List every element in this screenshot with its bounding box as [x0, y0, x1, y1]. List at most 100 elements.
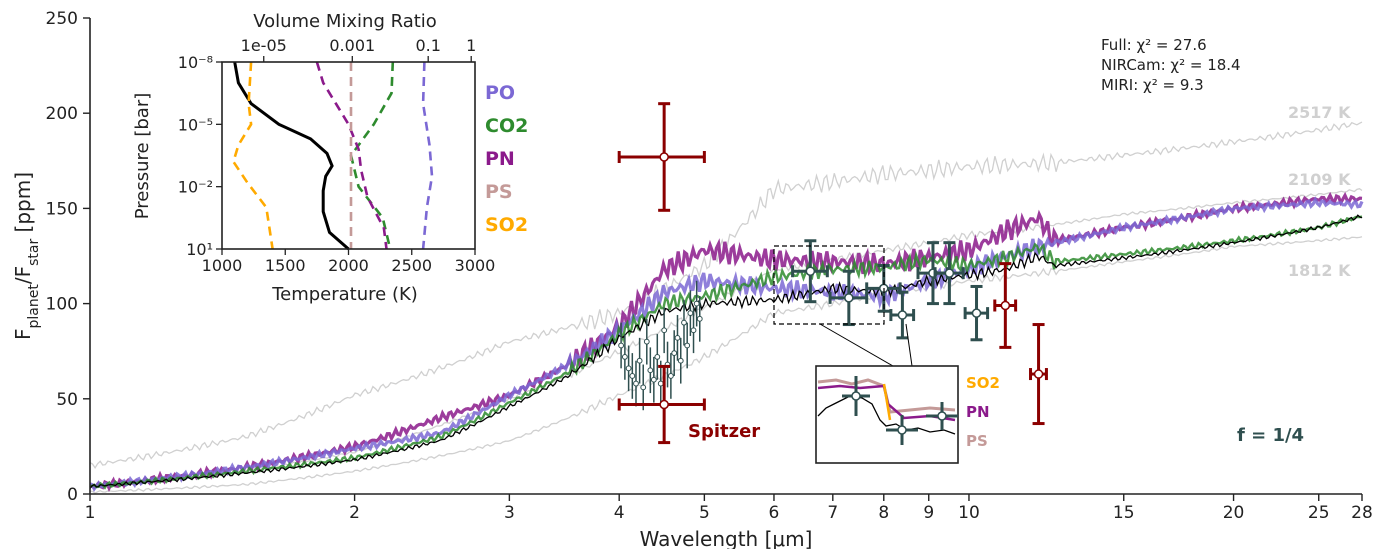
nircam-point — [661, 327, 668, 334]
inset-x-tick-label: 3000 — [455, 256, 496, 275]
x-tick-label: 4 — [614, 503, 625, 523]
f-annotation: f = 1/4 — [1237, 425, 1304, 446]
inset-y-tick-label: 10⁻⁸ — [178, 53, 213, 72]
inset-title: Volume Mixing Ratio — [253, 11, 437, 32]
temp-label-1812: 1812 K — [1288, 261, 1351, 280]
inset-y-tick-label: 10¹ — [186, 240, 213, 259]
x-tick-label: 10 — [958, 503, 980, 523]
y-tick-label: 50 — [56, 390, 78, 410]
model-spectrum-po — [89, 196, 1364, 493]
zoom-label-so2: SO2 — [966, 374, 1000, 392]
species-label-po: PO — [485, 82, 515, 104]
zoom-point — [897, 425, 907, 435]
temp-label-2517: 2517 K — [1288, 103, 1351, 122]
zoom-curve-so2 — [882, 383, 892, 421]
inset-top-tick-label: 0.001 — [329, 36, 375, 55]
x-ticks: 1 2 3 4 5 6 7 8 9 10 15 20 25 28 — [85, 494, 1373, 523]
nircam-point — [657, 380, 664, 387]
miri-point — [971, 308, 982, 318]
y-tick-label: 250 — [46, 9, 78, 29]
zoom-point — [937, 411, 947, 421]
nircam-point — [629, 373, 636, 379]
x-tick-label: 20 — [1223, 503, 1245, 523]
inset-y-axis-title: Pressure [bar] — [132, 93, 153, 219]
species-label-pn: PN — [485, 148, 515, 170]
y-tick-label: 200 — [46, 104, 78, 124]
nircam-point — [693, 300, 700, 307]
species-label-co2: CO2 — [485, 115, 528, 137]
spitzer-point — [1033, 369, 1044, 379]
x-tick-label: 28 — [1351, 503, 1373, 523]
species-label-so2: SO2 — [485, 214, 528, 236]
y-ticks: 0 50 100 150 200 250 — [46, 9, 90, 505]
fit-stat-miri: MIRI: χ² = 9.3 — [1101, 76, 1204, 94]
nircam-point — [674, 334, 681, 341]
miri-point — [944, 268, 955, 278]
observed-data — [617, 102, 1048, 445]
inset-curves — [231, 61, 434, 251]
zoom-label-pn: PN — [966, 403, 990, 421]
inset-top-tick-label: 1 — [466, 36, 476, 55]
nircam-point — [647, 367, 654, 374]
miri-point — [844, 293, 854, 303]
inset-x-axis-title: Temperature (K) — [271, 284, 418, 305]
x-tick-label: 2 — [349, 503, 360, 523]
inset-x-tick-label: 2500 — [391, 256, 432, 275]
x-tick-label: 25 — [1308, 503, 1330, 523]
blackbody-curve-1812k — [89, 236, 1363, 494]
x-axis-title: Wavelength [μm] — [640, 527, 813, 549]
spitzer-point — [659, 399, 669, 410]
zoom-connector-left — [819, 323, 894, 367]
nircam-point — [636, 357, 643, 364]
zoom-region-rect — [773, 245, 885, 325]
species-label-ps: PS — [485, 181, 513, 203]
y-tick-label: 100 — [46, 295, 78, 315]
model-spectrum-co2 — [89, 215, 1363, 490]
y-tick-label: 150 — [46, 199, 78, 219]
miri-point — [897, 310, 908, 320]
x-tick-label: 1 — [85, 503, 96, 523]
nircam-point — [654, 354, 661, 360]
nircam-point — [643, 338, 650, 345]
nircam-point — [671, 350, 678, 357]
nircam-point — [650, 376, 657, 383]
nircam-point — [667, 373, 674, 379]
nircam-point — [687, 310, 694, 317]
zoom-connector-right — [905, 323, 913, 367]
abundance-curve-so2 — [231, 61, 274, 250]
inset-background — [222, 62, 475, 249]
tp-profile-inset: 1000 1500 2000 2500 3000 1e-05 0.001 0.1 1 10⁻⁸ 10… — [132, 11, 528, 305]
nircam-point — [677, 357, 684, 364]
x-tick-label: 9 — [923, 503, 934, 523]
inset-x-tick-label: 2000 — [328, 256, 369, 275]
inset-x-tick-label: 1000 — [202, 256, 243, 275]
abundance-curve-po — [421, 61, 434, 250]
nircam-point — [625, 365, 632, 372]
fit-stat-full: Full: χ² = 27.6 — [1101, 36, 1207, 54]
x-tick-label: 8 — [878, 503, 889, 523]
y-tick-label: 0 — [67, 485, 78, 505]
inset-y-tick-label: 10⁻² — [178, 178, 213, 197]
inset-top-tick-label: 0.1 — [415, 36, 440, 55]
nircam-point — [696, 315, 703, 322]
model-spectrum-fit — [89, 214, 1363, 489]
nircam-point — [684, 342, 691, 349]
zoom-inset-content — [817, 376, 958, 445]
x-tick-label: 15 — [1113, 503, 1135, 523]
nircam-point — [681, 319, 687, 326]
nircam-point — [633, 380, 639, 387]
zoom-label-ps: PS — [966, 432, 988, 450]
spitzer-point — [1000, 300, 1011, 311]
nircam-point — [640, 384, 647, 391]
x-tick-label: 7 — [827, 503, 838, 523]
zoom-curve-fit — [817, 395, 956, 435]
nircam-point — [690, 327, 697, 334]
miri-point — [805, 266, 816, 276]
temp-label-2109: 2109 K — [1288, 170, 1351, 189]
x-tick-label: 6 — [769, 503, 780, 523]
nircam-point — [618, 342, 624, 349]
inset-ticks: 1000 1500 2000 2500 3000 1e-05 0.001 0.1 1 10⁻⁸ 10… — [178, 36, 496, 275]
spitzer-label: Spitzer — [688, 421, 760, 442]
zoom-point — [851, 391, 861, 401]
